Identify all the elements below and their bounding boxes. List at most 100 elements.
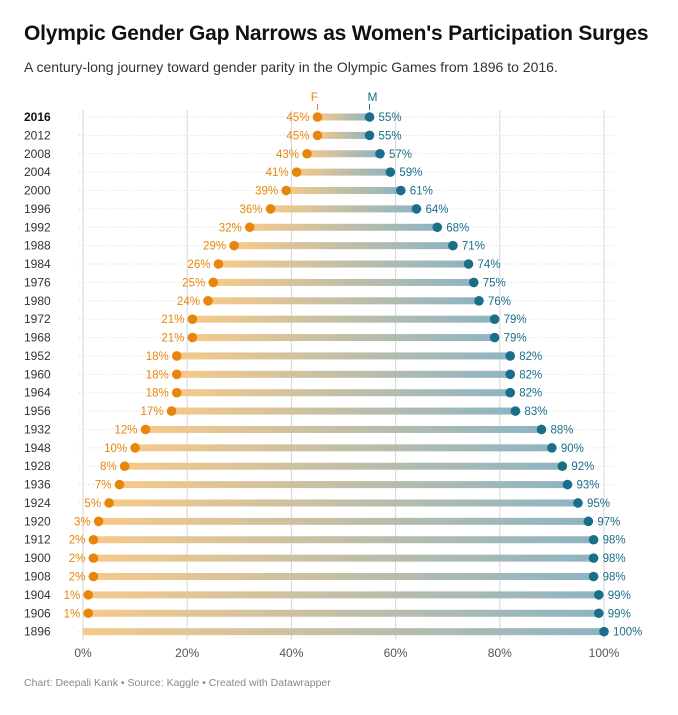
dumbbell-bar: [88, 609, 599, 617]
male-value-label: 90%: [561, 443, 584, 455]
x-tick-label: 20%: [175, 646, 199, 660]
male-dot: [463, 259, 474, 269]
female-dot: [187, 332, 198, 343]
female-value-label: 10%: [104, 443, 127, 455]
male-value-label: 68%: [446, 222, 469, 234]
year-label: 1952: [24, 349, 51, 363]
x-tick-label: 80%: [488, 646, 512, 660]
male-value-label: 79%: [504, 314, 527, 326]
dumbbell-bar: [109, 499, 578, 507]
legend-male-label: M: [368, 90, 378, 104]
female-value-label: 5%: [84, 498, 101, 510]
male-dot: [432, 222, 443, 233]
male-dot: [599, 626, 609, 637]
male-dot: [489, 314, 500, 324]
male-value-label: 95%: [587, 498, 610, 510]
male-value-label: 82%: [519, 351, 542, 363]
female-dot: [104, 498, 114, 508]
female-dot: [88, 534, 99, 545]
male-value-label: 55%: [379, 112, 402, 124]
female-dot: [83, 608, 94, 619]
female-value-label: 1%: [64, 590, 81, 602]
female-value-label: 8%: [100, 461, 117, 473]
female-value-label: 32%: [219, 222, 242, 234]
female-dot: [83, 590, 94, 600]
year-label: 1976: [24, 275, 51, 289]
female-dot: [302, 148, 312, 159]
dumbbell-bar: [208, 297, 479, 305]
male-dot: [375, 148, 385, 159]
year-label: 1908: [24, 570, 51, 584]
male-value-label: 74%: [478, 259, 501, 271]
male-dot: [505, 351, 516, 361]
year-label: 2012: [24, 128, 51, 142]
male-value-label: 76%: [488, 296, 511, 308]
male-value-label: 82%: [519, 369, 542, 381]
male-value-label: 100%: [613, 627, 642, 639]
male-value-label: 79%: [504, 333, 527, 345]
year-label: 1948: [24, 441, 51, 455]
dumbbell-bar: [135, 444, 552, 452]
male-dot: [547, 443, 557, 453]
dumbbell-bar: [176, 352, 511, 360]
dumbbell-bar: [145, 425, 542, 433]
dumbbell-bar: [192, 334, 495, 342]
year-label: 1920: [24, 514, 51, 528]
female-value-label: 18%: [146, 351, 169, 363]
dumbbell-bar: [307, 150, 380, 158]
female-dot: [171, 351, 182, 361]
female-value-label: 1%: [64, 608, 81, 620]
female-dot: [166, 406, 177, 416]
female-dot: [229, 240, 239, 251]
female-value-label: 12%: [114, 424, 137, 436]
female-dot: [281, 185, 291, 196]
male-dot: [573, 498, 583, 508]
female-dot: [93, 516, 104, 527]
female-dot: [244, 222, 255, 233]
year-label: 1924: [24, 496, 51, 510]
female-value-label: 7%: [95, 480, 112, 492]
female-value-label: 43%: [276, 149, 299, 161]
year-label: 1980: [24, 294, 51, 308]
year-label: 1956: [24, 404, 51, 418]
female-dot: [140, 424, 151, 435]
male-dot: [588, 534, 599, 545]
female-dot: [114, 479, 125, 490]
male-dot: [510, 406, 521, 416]
chart-subtitle: A century-long journey toward gender par…: [24, 59, 558, 75]
female-value-label: 39%: [255, 186, 278, 198]
x-tick-label: 100%: [589, 646, 620, 660]
legend-female-label: F: [311, 90, 318, 104]
female-dot: [88, 571, 99, 582]
female-dot: [203, 296, 213, 306]
female-value-label: 21%: [161, 333, 184, 345]
dumbbell-bar: [249, 223, 438, 231]
male-dot: [489, 332, 500, 343]
female-value-label: 36%: [240, 204, 263, 216]
dumbbell-bar: [93, 554, 594, 562]
male-value-label: 75%: [483, 277, 506, 289]
dumbbell-bar: [317, 113, 370, 121]
dumbbell-bar: [286, 187, 401, 195]
female-value-label: 17%: [141, 406, 164, 418]
male-dot: [385, 167, 396, 177]
female-dot: [291, 167, 302, 177]
male-value-label: 97%: [597, 516, 620, 528]
male-value-label: 55%: [379, 130, 402, 142]
x-tick-label: 0%: [74, 646, 92, 660]
male-dot: [396, 185, 406, 196]
year-label: 2008: [24, 147, 51, 161]
female-value-label: 18%: [146, 369, 169, 381]
dumbbell-bar: [119, 481, 568, 489]
male-dot: [364, 112, 375, 122]
dumbbell-bar: [171, 407, 516, 415]
male-dot: [468, 277, 479, 288]
dumbbell-bar: [88, 591, 599, 599]
year-label: 1968: [24, 331, 51, 345]
dumbbell-bar: [192, 315, 495, 323]
male-value-label: 57%: [389, 149, 412, 161]
dumbbell-bar: [213, 278, 474, 286]
male-value-label: 99%: [608, 590, 631, 602]
female-value-label: 3%: [74, 516, 91, 528]
year-label: 1912: [24, 533, 51, 547]
